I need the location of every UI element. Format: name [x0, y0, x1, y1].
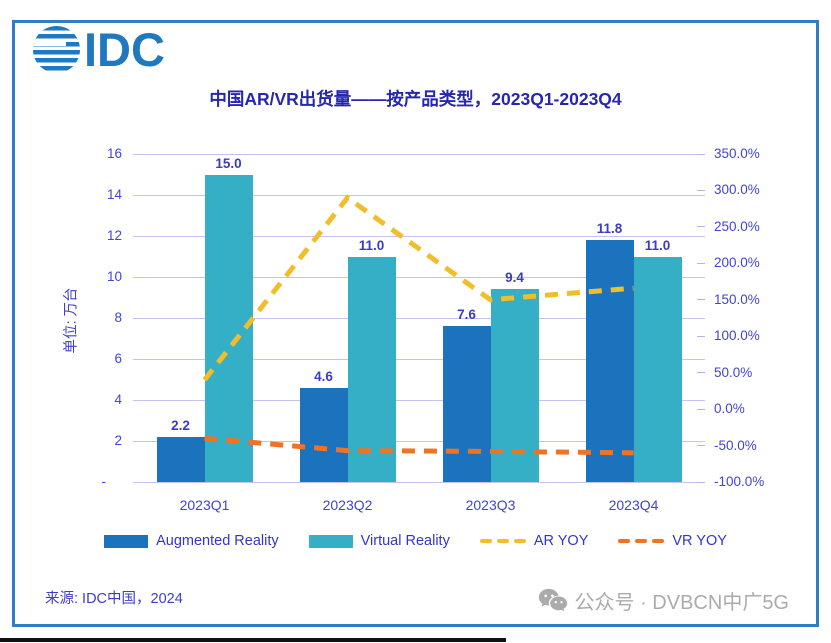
bar-value-label: 11.0: [358, 237, 385, 253]
gridline: [133, 153, 705, 155]
idc-logo-text: IDC: [84, 23, 165, 76]
chart-title: 中国AR/VR出货量——按产品类型，2023Q1-2023Q4: [209, 89, 622, 109]
legend-dashes-ar-yoy: [479, 538, 526, 544]
right-axis-tick-label: -50.0%: [714, 437, 757, 453]
legend-label: VR YOY: [672, 533, 727, 549]
x-axis-tick-label-2023Q1: 2023Q1: [179, 497, 230, 513]
legend-dashes-vr-yoy: [618, 538, 665, 544]
right-axis-tick-label: 300.0%: [714, 182, 760, 198]
bar-virtual-reality-2023Q2: [347, 256, 396, 482]
legend-dash: [652, 538, 665, 544]
bar-value-label: 4.6: [314, 368, 333, 384]
ar-yoy-line: [202, 194, 634, 382]
legend-dash: [635, 538, 648, 544]
legend-swatch-augmented-reality: [104, 534, 149, 548]
right-axis-tick-label: 0.0%: [714, 401, 745, 417]
left-axis-tick-label: -: [101, 474, 107, 489]
bar-augmented-reality-2023Q4: [585, 240, 634, 482]
right-axis-tick-mark: [697, 299, 705, 301]
watermark-text: 公众号 · DVBCN中广5G: [574, 592, 789, 614]
right-axis-tick-mark: [697, 408, 705, 410]
bar-augmented-reality-2023Q2: [299, 387, 348, 482]
right-axis-tick-mark: [697, 445, 705, 447]
bar-augmented-reality-2023Q3: [442, 326, 491, 482]
gridline: [133, 235, 705, 237]
bar-value-label: 11.0: [644, 237, 671, 253]
legend-dash: [513, 538, 526, 544]
right-axis-tick-mark: [697, 262, 705, 264]
left-axis-tick-label: 14: [106, 187, 122, 202]
bar-value-label: 7.6: [457, 307, 476, 323]
left-axis-tick-label: 4: [114, 392, 122, 407]
x-axis-tick-label-2023Q3: 2023Q3: [465, 497, 516, 513]
left-axis-tick-labels: 16 14 12 10 8 6 4 2 -: [80, 146, 123, 489]
right-axis-tick-mark: [697, 481, 705, 483]
legend-label: AR YOY: [533, 533, 589, 549]
right-axis-tick-mark: [697, 153, 705, 155]
left-axis-tick-label: 6: [114, 351, 122, 366]
idc-logo: IDC: [33, 26, 165, 73]
left-axis-title: 单位: 万台: [63, 287, 80, 354]
legend-item-augmented-reality: Augmented Reality: [104, 533, 279, 549]
bar-value-label: 9.4: [505, 270, 524, 286]
right-axis-tick-label: 50.0%: [714, 364, 753, 380]
right-axis-tick-mark: [697, 226, 705, 228]
right-axis-tick-label: 150.0%: [714, 291, 760, 307]
legend-dash: [479, 538, 492, 544]
legend-dash: [496, 538, 509, 544]
gridline: [133, 317, 705, 319]
right-axis-tick-mark: [697, 372, 705, 374]
bar-virtual-reality-2023Q4: [633, 256, 682, 482]
right-axis-tick-label: 250.0%: [714, 218, 760, 234]
bar-value-label: 15.0: [215, 155, 242, 171]
bar-value-label: 2.2: [171, 417, 190, 433]
right-axis-tick-labels: 350.0% 300.0% 250.0% 200.0% 150.0% 100.0% 50.0…: [714, 146, 794, 489]
legend-label: Augmented Reality: [156, 533, 279, 549]
legend-label: Virtual Reality: [360, 533, 450, 549]
legend-item-virtual-reality: Virtual Reality: [308, 533, 450, 549]
x-axis-tick-labels: 2023Q1 2023Q2 2023Q3 2023Q4: [133, 497, 705, 515]
wechat-icon: [538, 588, 567, 611]
source-note: 来源: IDC中国，2024: [45, 591, 183, 607]
bar-augmented-reality-2023Q1: [156, 436, 205, 482]
right-axis-tick-label: 200.0%: [714, 255, 760, 271]
left-axis-tick-label: 16: [106, 146, 122, 161]
chart-frame: [12, 20, 819, 627]
right-axis-tick-label: 100.0%: [714, 328, 760, 344]
legend-item-ar-yoy: AR YOY: [479, 533, 589, 549]
gridline: [133, 194, 705, 196]
bar-virtual-reality-2023Q1: [204, 174, 253, 482]
gridline: [133, 358, 705, 360]
bottom-black-bar: [0, 638, 506, 642]
chart-plot-area: 2.2 15.0 4.6 11.0 7.6 9.4 11.8 11.0: [133, 153, 705, 483]
gridline: [133, 276, 705, 278]
gridline: [133, 440, 705, 442]
x-axis-tick-label-2023Q2: 2023Q2: [322, 497, 373, 513]
right-axis-tick-mark: [697, 335, 705, 337]
legend-swatch-virtual-reality: [308, 534, 353, 548]
watermark: 公众号 · DVBCN中广5G: [538, 586, 789, 615]
right-axis-tick-mark: [697, 189, 705, 191]
bar-value-label: 11.8: [596, 221, 623, 237]
left-axis-tick-label: 12: [106, 228, 122, 243]
legend-item-vr-yoy: VR YOY: [618, 533, 727, 549]
left-axis-tick-label: 2: [114, 433, 122, 448]
gridline: [133, 481, 705, 483]
chart-legend: Augmented Reality Virtual Reality AR YOY VR…: [12, 533, 819, 549]
left-axis-tick-label: 8: [114, 310, 122, 325]
x-axis-tick-label-2023Q4: 2023Q4: [608, 497, 659, 513]
idc-globe-icon: [33, 26, 80, 73]
vr-yoy-line: [204, 435, 634, 456]
right-axis-tick-label: 350.0%: [714, 146, 760, 161]
yoy-lines-overlay: [202, 194, 634, 456]
left-axis-tick-label: 10: [106, 269, 122, 284]
legend-dash: [618, 538, 631, 544]
right-axis-tick-label: -100.0%: [714, 474, 765, 489]
gridline: [133, 399, 705, 401]
